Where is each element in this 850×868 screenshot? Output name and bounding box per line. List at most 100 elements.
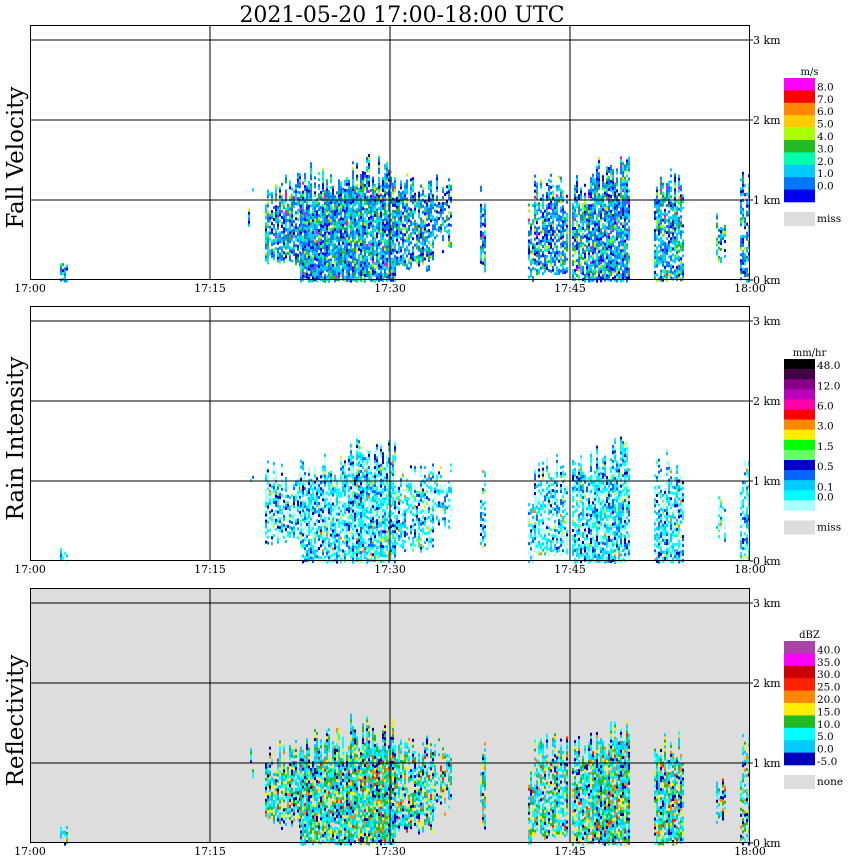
echo-pixel	[626, 222, 628, 226]
echo-pixel	[271, 201, 273, 205]
echo-pixel	[588, 213, 590, 217]
echo-pixel	[434, 227, 436, 231]
echo-pixel	[600, 210, 602, 214]
echo-pixel	[552, 238, 554, 242]
echo-pixel	[330, 542, 332, 546]
echo-pixel	[432, 200, 434, 204]
echo-pixel	[584, 252, 586, 256]
echo-pixel	[336, 215, 338, 219]
echo-pixel	[350, 195, 352, 199]
echo-pixel	[620, 255, 622, 259]
echo-pixel	[348, 515, 350, 519]
echo-pixel	[283, 514, 285, 518]
echo-pixel	[302, 488, 304, 492]
echo-pixel	[596, 195, 598, 199]
echo-pixel	[350, 441, 352, 445]
echo-pixel	[388, 241, 390, 245]
echo-pixel	[330, 527, 332, 531]
echo-pixel	[277, 486, 279, 490]
echo-pixel	[610, 188, 612, 192]
echo-pixel	[588, 270, 590, 274]
echo-pixel	[428, 199, 430, 203]
echo-pixel	[275, 229, 277, 233]
echo-pixel	[348, 224, 350, 228]
echo-pixel	[380, 274, 382, 278]
echo-pixel	[394, 204, 396, 208]
echo-pixel	[320, 272, 322, 276]
echo-pixel	[344, 493, 346, 497]
echo-pixel	[658, 199, 660, 203]
echo-pixel	[297, 196, 299, 200]
echo-pixel	[312, 503, 314, 507]
echo-pixel	[394, 219, 396, 223]
echo-pixel	[269, 489, 271, 493]
echo-pixel	[682, 272, 684, 276]
echo-pixel	[267, 189, 269, 193]
echo-pixel	[550, 233, 552, 237]
echo-pixel	[308, 228, 310, 232]
echo-pixel	[418, 197, 420, 201]
echo-pixel	[538, 244, 540, 248]
echo-pixel	[668, 234, 670, 238]
echo-pixel	[614, 251, 616, 255]
echo-pixel	[302, 530, 304, 534]
echo-pixel	[358, 214, 360, 218]
echo-pixel	[326, 179, 328, 183]
echo-pixel	[384, 253, 386, 257]
echo-pixel	[324, 465, 326, 469]
echo-pixel	[362, 219, 364, 223]
echo-pixel	[346, 216, 348, 219]
echo-pixel	[348, 530, 350, 534]
echo-pixel	[744, 226, 746, 230]
echo-pixel	[346, 516, 348, 520]
echo-pixel	[594, 226, 596, 230]
echo-pixel	[306, 493, 308, 497]
echo-pixel	[562, 244, 564, 248]
echo-pixel	[536, 194, 538, 198]
echo-pixel	[265, 534, 267, 538]
echo-pixel	[596, 228, 598, 232]
echo-pixel	[610, 173, 612, 177]
echo-pixel	[618, 250, 620, 254]
echo-pixel	[265, 210, 267, 214]
echo-pixel	[287, 218, 289, 222]
echo-pixel	[352, 251, 354, 255]
echo-pixel	[267, 526, 269, 530]
echo-pixel	[304, 550, 306, 554]
echo-pixel	[484, 218, 486, 222]
echo-pixel	[672, 271, 674, 275]
echo-pixel	[622, 165, 624, 169]
echo-pixel	[62, 269, 64, 273]
echo-pixel	[428, 259, 430, 263]
echo-pixel	[340, 184, 342, 188]
echo-pixel	[324, 531, 326, 535]
echo-pixel	[408, 258, 410, 262]
echo-pixel	[740, 178, 742, 182]
echo-pixel	[308, 231, 310, 235]
echo-pixel	[316, 504, 318, 508]
echo-pixel	[678, 267, 680, 271]
echo-pixel	[612, 238, 614, 242]
echo-pixel	[334, 201, 336, 205]
echo-pixel	[604, 209, 606, 213]
echo-pixel	[332, 209, 334, 213]
echo-pixel	[448, 235, 450, 239]
echo-pixel	[448, 211, 450, 215]
echo-pixel	[368, 247, 370, 250]
echo-pixel	[660, 203, 662, 207]
y-tick-label: 2 km	[753, 114, 781, 127]
echo-pixel	[422, 192, 424, 196]
echo-pixel	[602, 259, 604, 263]
echo-pixel	[338, 548, 340, 552]
echo-pixel	[596, 213, 598, 217]
echo-pixel	[364, 279, 366, 283]
echo-pixel	[674, 185, 676, 189]
echo-pixel	[279, 484, 281, 488]
echo-pixel	[418, 224, 420, 228]
echo-pixel	[344, 260, 346, 264]
echo-pixel	[576, 238, 578, 242]
echo-pixel	[674, 212, 676, 216]
echo-pixel	[285, 243, 287, 247]
echo-pixel	[332, 529, 334, 533]
